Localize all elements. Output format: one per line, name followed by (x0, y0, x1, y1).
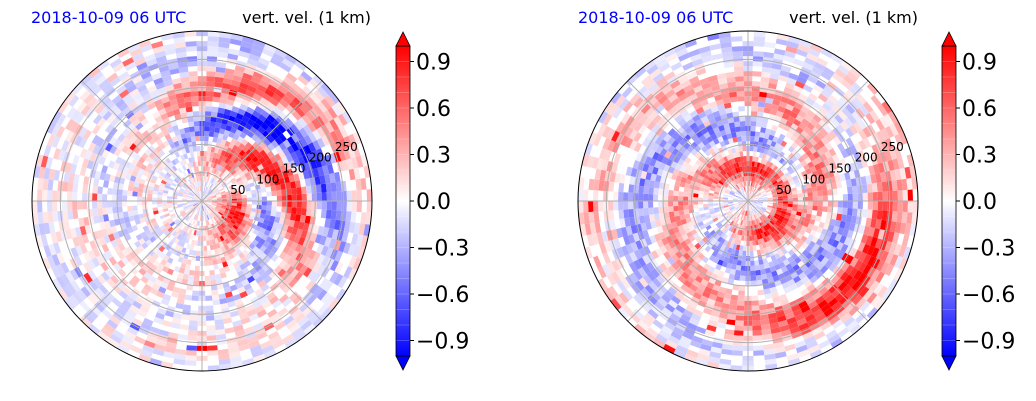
colorbar-tick-label: 0.0 (962, 190, 997, 215)
heatmap-field (32, 31, 372, 371)
colorbar-tick-label: 0.6 (962, 97, 997, 122)
panel-title-date: 2018-10-09 06 UTC (578, 8, 733, 27)
colorbar: 0.9 0.6 0.3 0.0 −0.3 −0.6 −0.9 (941, 31, 1015, 371)
radial-tick-label: 100 (256, 172, 279, 186)
radial-tick-label: 50 (230, 183, 245, 197)
colorbar-tick-label: 0.9 (962, 51, 997, 76)
polar-grid (32, 31, 372, 371)
colorbar-gradient (942, 46, 956, 356)
colorbar-tick-label: −0.9 (962, 330, 1015, 355)
radial-tick-label: 150 (829, 162, 852, 176)
radial-tick-label: 200 (855, 151, 878, 165)
panel-title-variable: vert. vel. (1 km) (789, 8, 918, 27)
colorbar-tick-label: 0.0 (416, 190, 451, 215)
grid-spoke (747, 80, 869, 202)
colorbar-extend-max (941, 31, 957, 47)
grid-spoke (747, 200, 869, 322)
colorbar-tick-label: −0.3 (416, 237, 469, 262)
grid-spoke (627, 200, 749, 322)
radial-tick-label: 150 (283, 162, 306, 176)
colorbar-tick-label: 0.9 (416, 51, 451, 76)
radial-tick-label: 250 (881, 140, 904, 154)
grid-spoke (201, 80, 323, 202)
colorbar-tick-label: 0.3 (416, 144, 451, 169)
colorbar-tick-label: 0.3 (962, 144, 997, 169)
polar-frame (31, 30, 373, 372)
colorbar-tick-label: 0.6 (416, 97, 451, 122)
colorbar-tick-label: −0.6 (962, 283, 1015, 308)
panel-left: 2018-10-09 06 UTC vert. vel. (1 km) 50 10… (31, 8, 469, 372)
panel-title-date: 2018-10-09 06 UTC (31, 8, 186, 27)
colorbar-gradient (396, 46, 410, 356)
colorbar-extend-min (941, 355, 957, 371)
radial-tick-label: 100 (802, 172, 825, 186)
radial-tick-label: 200 (309, 151, 332, 165)
polar-frame (577, 30, 919, 372)
panel-right: 2018-10-09 06 UTC vert. vel. (1 km) 50 10… (577, 8, 1015, 372)
polar-grid (578, 31, 918, 371)
panel-title-variable: vert. vel. (1 km) (242, 8, 371, 27)
radial-tick-label: 50 (776, 183, 791, 197)
grid-spoke (81, 200, 203, 322)
grid-spoke (201, 200, 323, 322)
grid-spoke (81, 80, 203, 202)
colorbar-tick-label: −0.3 (962, 237, 1015, 262)
colorbar-tick-label: −0.6 (416, 283, 469, 308)
colorbar-tick-label: −0.9 (416, 330, 469, 355)
heatmap-field (578, 31, 918, 371)
colorbar: 0.9 0.6 0.3 0.0 −0.3 −0.6 −0.9 (395, 31, 469, 371)
radial-tick-label: 250 (335, 140, 358, 154)
colorbar-extend-max (395, 31, 411, 47)
colorbar-extend-min (395, 355, 411, 371)
grid-spoke (627, 80, 749, 202)
